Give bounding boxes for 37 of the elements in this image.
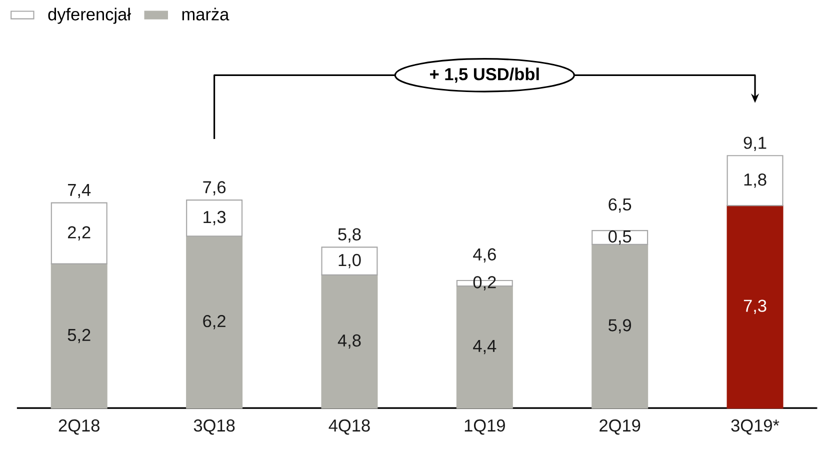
text: + 1,5 USD/bbl: [430, 68, 539, 83]
x-tick-label: 1Q19: [464, 419, 505, 435]
bar: [50, 263, 108, 409]
total-label: 6,5: [608, 198, 632, 213]
data-label: 1,3: [204, 210, 226, 226]
data-label: 4,4: [473, 340, 496, 354]
total-label: 9,1: [744, 136, 766, 152]
total-label: 4,6: [473, 248, 496, 263]
data-label: 7,3: [744, 300, 766, 314]
bar: [321, 246, 378, 276]
bar: [726, 155, 784, 206]
data-label: 5,9: [608, 319, 632, 334]
data-label: 0,5: [608, 230, 632, 245]
bar: [726, 205, 784, 409]
data-label: 1,8: [744, 174, 766, 188]
bar: [50, 202, 108, 264]
data-label: 2,2: [68, 226, 90, 241]
bar: [592, 230, 648, 246]
data-label: 6,2: [203, 315, 226, 330]
x-tick-label: 2Q18: [58, 419, 100, 435]
total-label: 7,4: [68, 184, 91, 198]
data-label: 5,2: [68, 328, 90, 344]
legend-label: marża: [182, 8, 230, 21]
x-tick-label: 4Q18: [328, 419, 370, 435]
data-label: 0,2: [473, 276, 496, 290]
x-tick-label: 3Q18: [194, 419, 235, 435]
bar: [592, 244, 648, 409]
legend-label: dyferencjał: [48, 8, 131, 24]
bar: [186, 236, 243, 409]
x-tick-label: 2Q19: [600, 419, 640, 435]
total-label: 5,8: [338, 228, 361, 243]
bar: [186, 200, 243, 237]
x-tick-label: 3Q19*: [731, 419, 780, 435]
total-label: 7,6: [203, 181, 226, 196]
bar: [321, 274, 378, 409]
data-label: 1,0: [338, 254, 361, 268]
data-label: 4,8: [338, 334, 361, 349]
